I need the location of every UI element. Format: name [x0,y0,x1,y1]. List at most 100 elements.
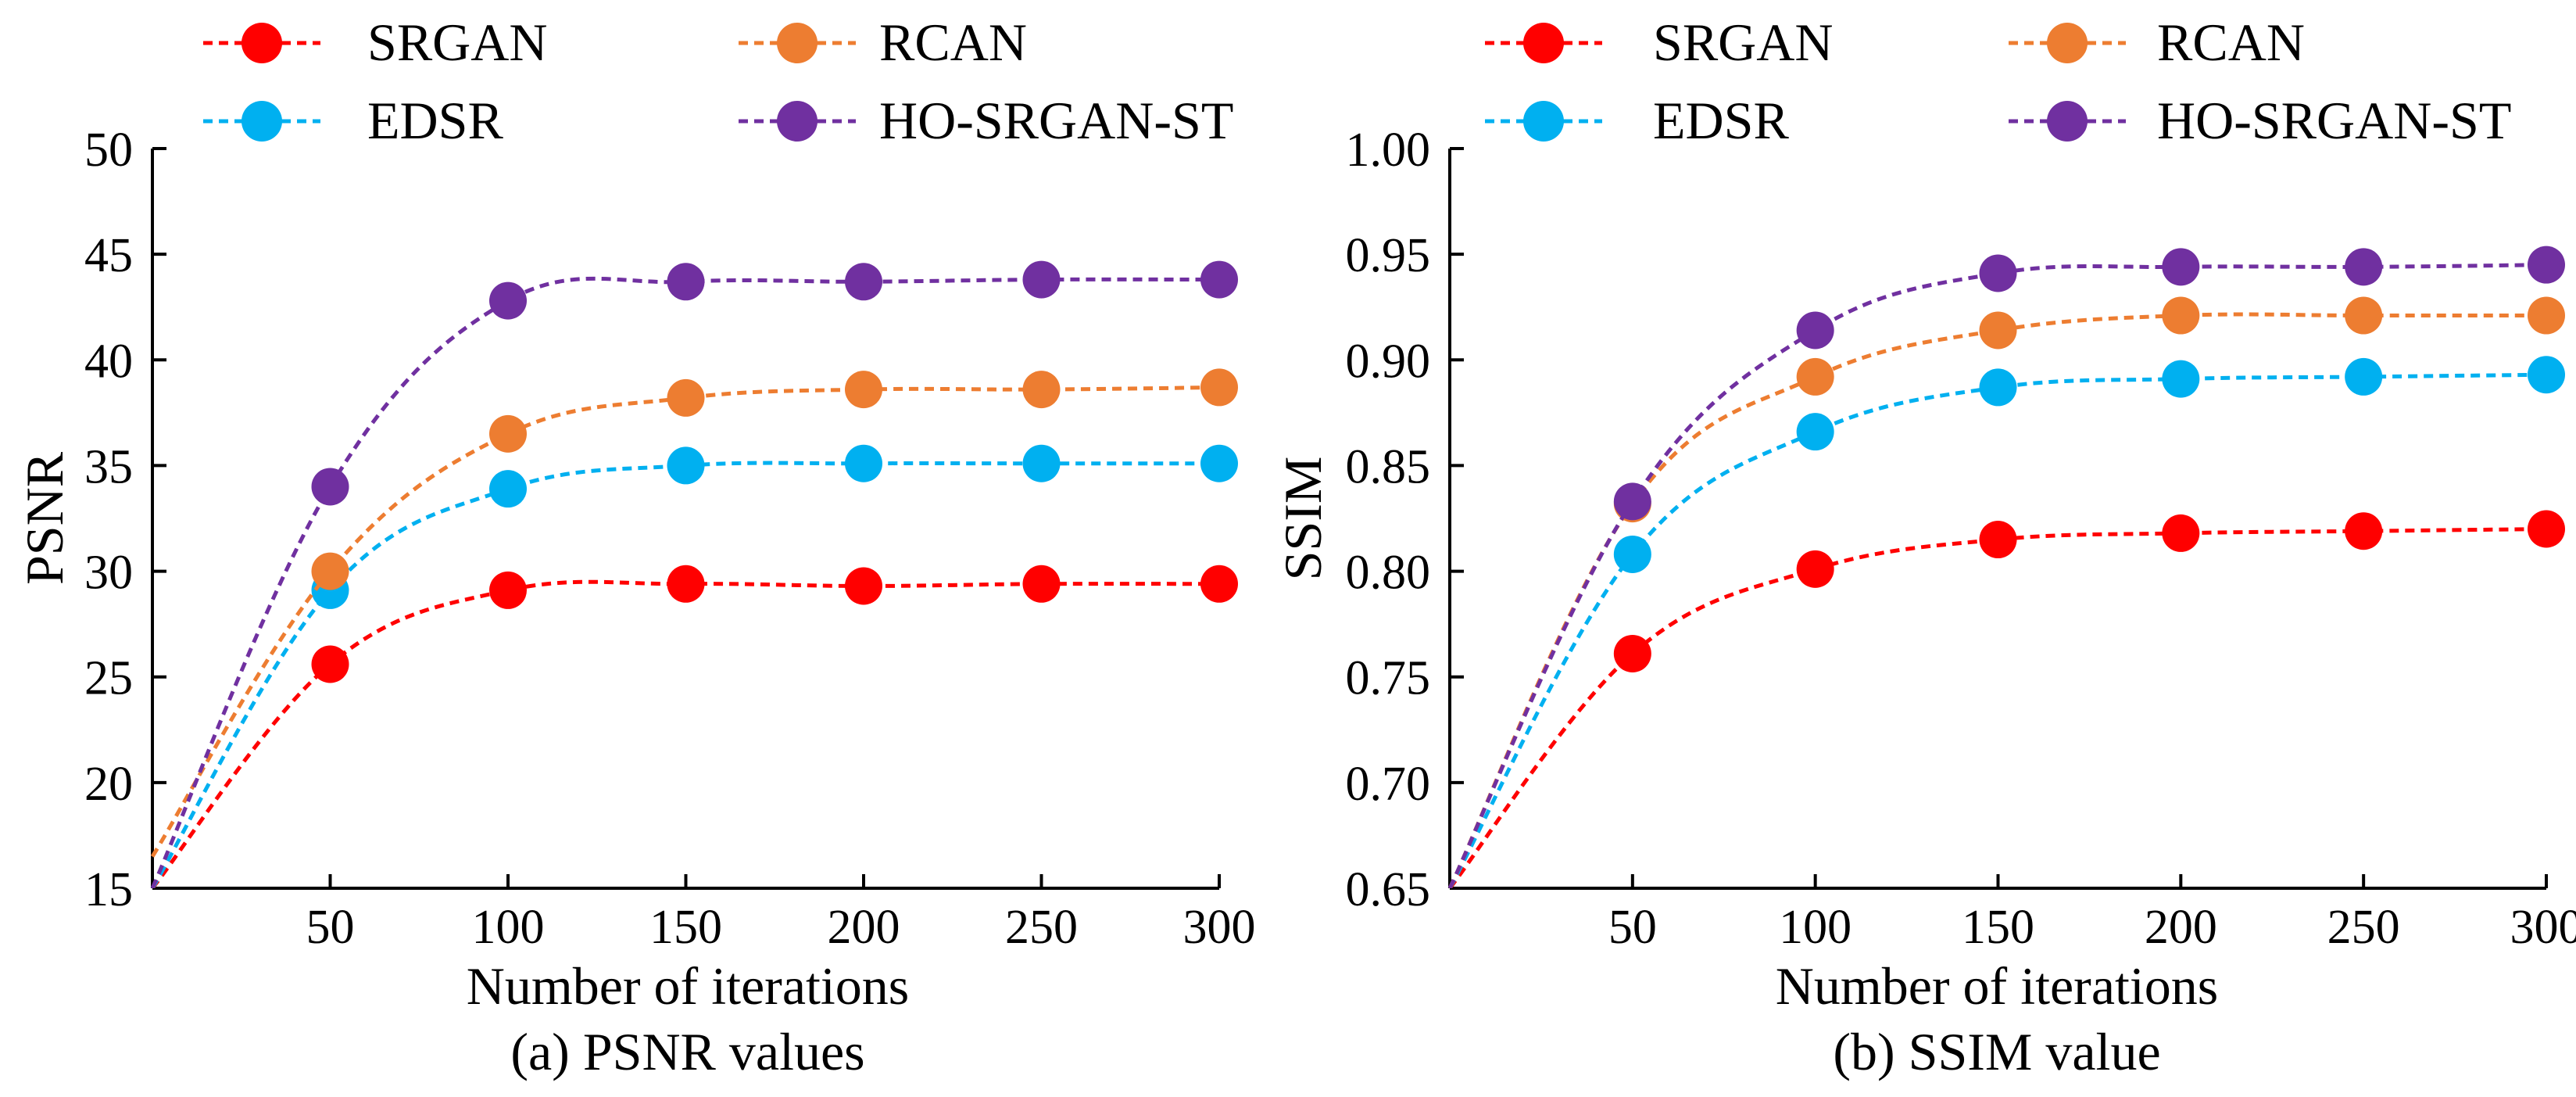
x-tick-label: 150 [649,901,722,954]
data-point-edsr [2528,356,2565,394]
y-tick-label: 1.00 [1346,124,1431,177]
data-point-srgan [2162,514,2200,552]
data-point-ho-srgan-st [1200,260,1238,299]
data-point-ho-srgan-st [667,263,705,301]
data-point-rcan [1796,357,1834,396]
x-tick-label: 50 [306,901,355,954]
data-point-edsr [2162,360,2200,398]
y-tick-label: 0.80 [1346,547,1431,600]
data-point-rcan [667,378,705,417]
data-point-rcan [311,552,349,590]
x-tick-label: 300 [2510,901,2576,954]
data-point-edsr [1022,444,1061,482]
legend-marker [777,23,818,63]
legend-item-srgan: SRGAN [1485,13,1834,72]
data-point-edsr [2345,357,2383,396]
data-point-edsr [667,446,705,485]
data-point-ho-srgan-st [2528,246,2565,284]
data-point-ho-srgan-st [1613,482,1651,521]
y-tick-label: 0.95 [1346,229,1431,282]
legend-item-rcan: RCAN [739,13,1027,72]
data-point-srgan [1022,565,1061,603]
legend-item-srgan: SRGAN [203,13,548,72]
y-tick-label: 45 [84,229,133,282]
data-point-srgan [1613,634,1651,672]
x-tick-label: 50 [1608,901,1657,954]
legend-marker [1523,23,1564,63]
data-point-edsr [1796,413,1834,451]
y-tick-label: 20 [84,758,133,811]
x-tick-label: 250 [1005,901,1078,954]
y-tick-label: 35 [84,440,133,493]
data-point-ho-srgan-st [1796,311,1834,350]
data-point-edsr [845,444,882,482]
legend-label: SRGAN [367,13,548,72]
legend-label: RCAN [2157,13,2305,72]
legend-item-rcan: RCAN [2009,13,2305,72]
data-point-rcan [1979,311,2017,350]
y-tick-label: 25 [84,652,133,705]
data-point-srgan [1200,565,1238,603]
legend-item-ho-srgan-st: HO-SRGAN-ST [2009,91,2511,150]
series-line-edsr [150,461,1219,888]
legend-label: EDSR [367,91,503,150]
data-point-srgan [489,571,527,609]
data-point-rcan [2162,296,2200,335]
x-axis-title: Number of iterations [1776,956,2219,1016]
legend-marker [1523,101,1564,142]
legend-label: RCAN [879,13,1027,72]
x-tick-label: 300 [1183,901,1256,954]
y-tick-label: 0.85 [1346,440,1431,493]
data-point-rcan [1200,368,1238,407]
data-point-edsr [1613,535,1651,573]
legend-label: HO-SRGAN-ST [879,91,1233,150]
data-point-srgan [1796,550,1834,588]
data-point-ho-srgan-st [1022,260,1061,299]
legend-marker [777,101,818,142]
y-tick-label: 40 [84,335,133,388]
x-axis-title: Number of iterations [467,956,910,1016]
y-tick-label: 15 [84,863,133,916]
data-point-srgan [2345,512,2383,550]
series-line-srgan [151,579,1220,888]
y-tick-label: 0.65 [1346,863,1431,916]
data-point-rcan [489,414,527,453]
y-tick-label: 0.70 [1346,758,1431,811]
legend-label: HO-SRGAN-ST [2157,91,2511,150]
y-axis-title: PSNR [15,451,74,585]
series-line-edsr [1447,372,2547,888]
y-tick-label: 0.75 [1346,652,1431,705]
data-point-ho-srgan-st [2345,248,2383,286]
x-tick-label: 200 [2145,901,2217,954]
data-point-ho-srgan-st [1979,254,2017,292]
series-line-ho-srgan-st [1447,263,2547,888]
legend-label: SRGAN [1653,13,1834,72]
y-tick-label: 50 [84,124,133,177]
legend-item-edsr: EDSR [203,91,503,150]
data-point-srgan [1979,521,2017,559]
data-point-srgan [311,645,349,683]
data-point-edsr [489,470,527,508]
data-point-ho-srgan-st [489,281,527,320]
data-point-rcan [1022,371,1061,409]
ssim-chart-panel: 0.65 0.70 0.75 0.80 0.85 0.90 0.95 1.00 50 100 150… [1273,13,2576,1081]
data-point-edsr [1979,368,2017,407]
chart-caption: (b) SSIM value [1833,1022,2160,1081]
data-point-ho-srgan-st [311,468,349,506]
y-axis-title: SSIM [1273,457,1333,581]
data-point-rcan [2345,296,2383,335]
data-point-rcan [2528,296,2565,335]
data-point-srgan [2528,510,2565,548]
data-point-edsr [1200,444,1238,482]
y-tick-label: 0.90 [1346,335,1431,388]
x-tick-label: 100 [472,901,545,954]
legend-marker [2047,101,2088,142]
legend-label: EDSR [1653,91,1789,150]
x-tick-label: 100 [1779,901,1852,954]
legend-marker [2047,23,2088,63]
y-tick-label: 30 [84,547,133,600]
psnr-chart-panel: 15 20 25 30 35 40 45 50 50 100 150 200 250 300 Number … [15,13,1256,1081]
x-tick-label: 200 [828,901,900,954]
data-point-srgan [845,567,882,605]
